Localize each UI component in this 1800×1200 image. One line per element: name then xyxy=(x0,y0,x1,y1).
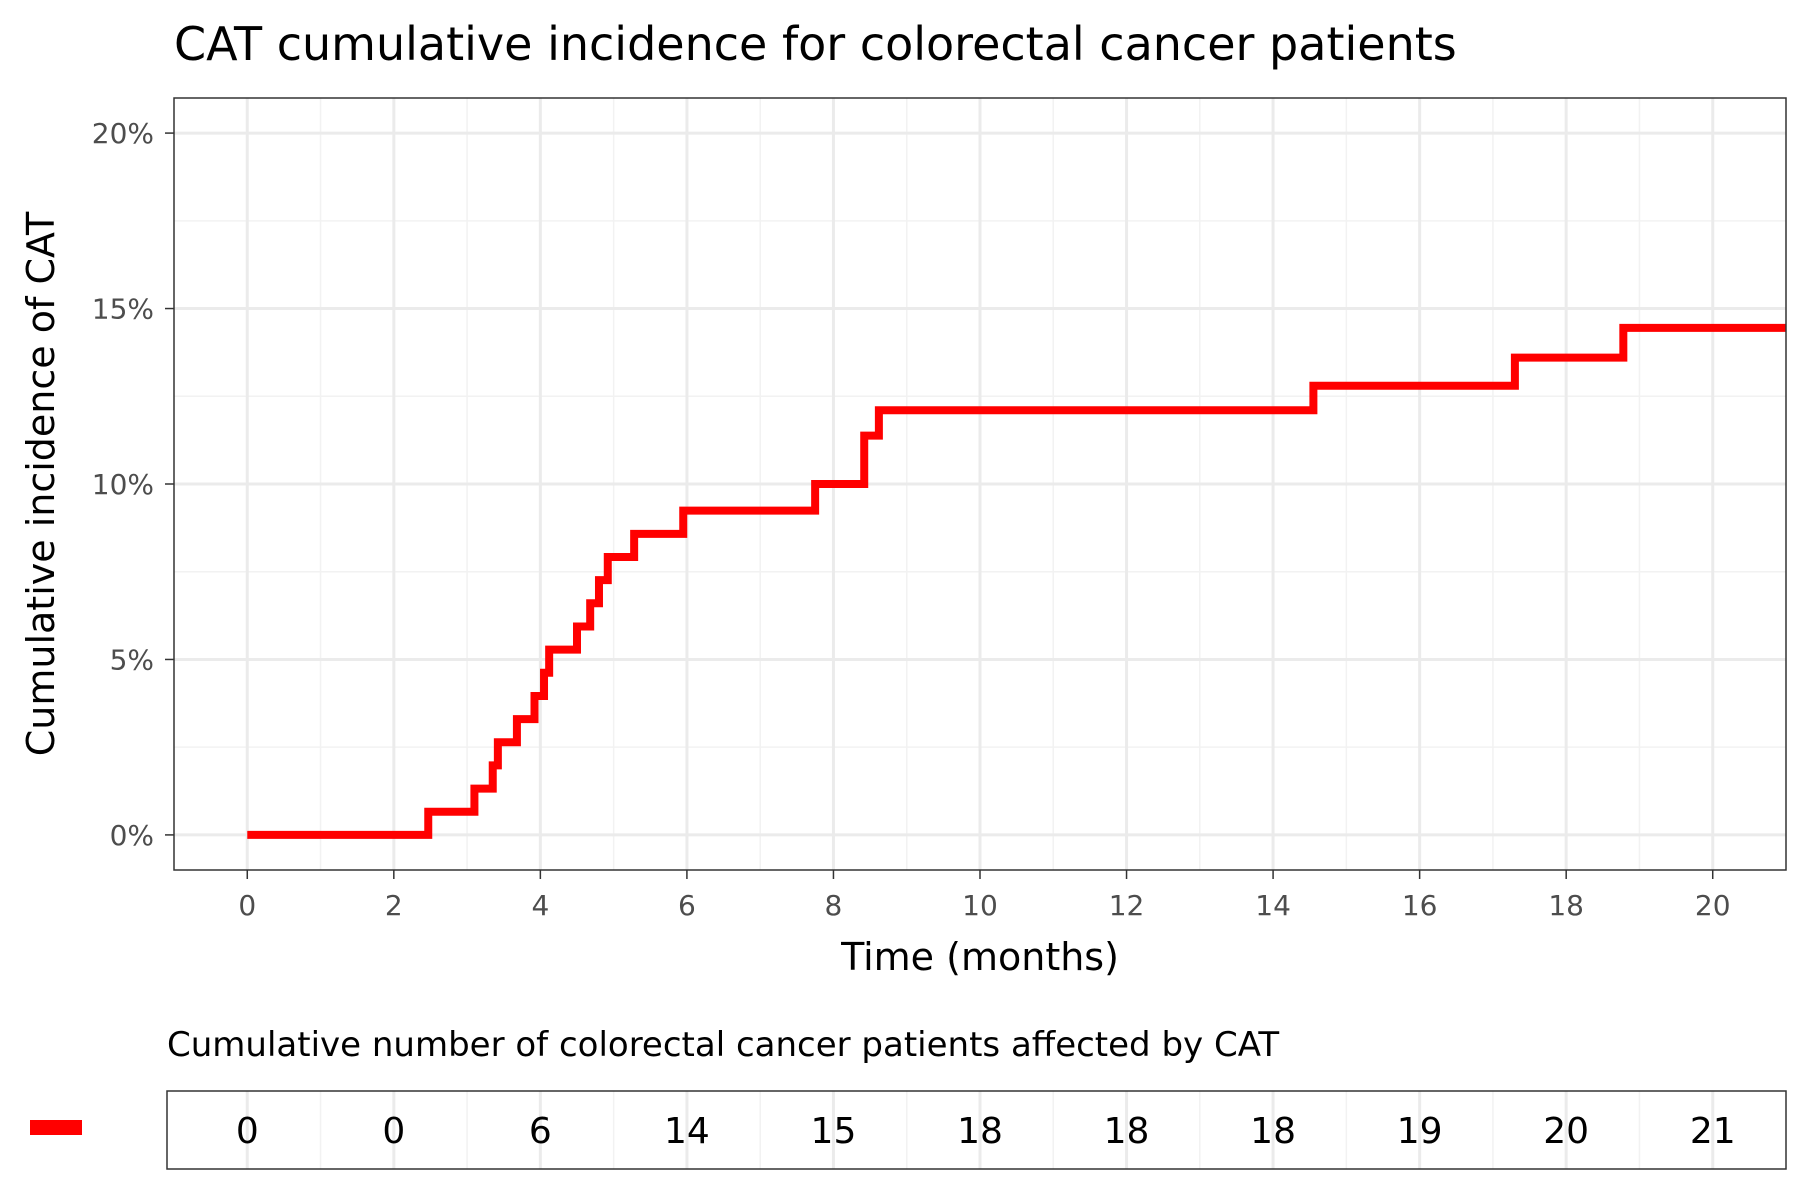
x-tick-label: 18 xyxy=(1548,889,1584,922)
x-tick-label: 6 xyxy=(678,889,696,922)
y-tick-label: 0% xyxy=(110,819,154,852)
risk-table-value: 18 xyxy=(1250,1111,1296,1152)
series-layer xyxy=(247,323,1786,839)
risk-table-value: 6 xyxy=(529,1111,552,1152)
risk-table-value: 14 xyxy=(664,1111,710,1152)
x-axis: 0 2 4 6 8 10 12 14 16 18 20 xyxy=(238,870,1731,922)
x-tick-label: 2 xyxy=(385,889,403,922)
y-tick-label: 20% xyxy=(92,117,154,150)
chart-title: CAT cumulative incidence for colorectal … xyxy=(174,17,1457,71)
y-tick-label: 10% xyxy=(92,468,154,501)
incidence-step-line xyxy=(247,323,1786,839)
risk-table-panel: 0 0 6 14 15 18 18 18 19 20 21 xyxy=(166,1090,1787,1170)
risk-table-value: 18 xyxy=(1104,1111,1150,1152)
plot-panel xyxy=(173,97,1787,871)
x-tick-label: 4 xyxy=(531,889,549,922)
y-tick-label: 5% xyxy=(110,643,154,676)
risk-table-background xyxy=(167,1091,1786,1169)
risk-table-strata-key xyxy=(30,1120,82,1135)
x-axis-title: Time (months) xyxy=(840,935,1119,979)
risk-table-border xyxy=(166,1090,1787,1170)
risk-table-value: 18 xyxy=(957,1111,1003,1152)
risk-table-value: 0 xyxy=(382,1111,405,1152)
risk-table-grid xyxy=(245,1091,1715,1169)
risk-table-value: 21 xyxy=(1690,1111,1736,1152)
risk-table-value: 15 xyxy=(811,1111,857,1152)
y-axis: 0% 5% 10% 15% 20% xyxy=(92,117,174,852)
risk-table-title: Cumulative number of colorectal cancer p… xyxy=(167,1025,1279,1065)
y-tick-label: 15% xyxy=(92,293,154,326)
x-tick-label: 12 xyxy=(1109,889,1145,922)
x-tick-label: 0 xyxy=(238,889,256,922)
x-tick-label: 16 xyxy=(1402,889,1438,922)
risk-table-value: 19 xyxy=(1397,1111,1443,1152)
risk-table-value: 20 xyxy=(1543,1111,1589,1152)
x-tick-label: 20 xyxy=(1695,889,1731,922)
grid xyxy=(174,98,1786,870)
risk-table-values: 0 0 6 14 15 18 18 18 19 20 21 xyxy=(236,1111,1736,1152)
x-tick-label: 14 xyxy=(1255,889,1291,922)
x-tick-label: 10 xyxy=(962,889,998,922)
y-axis-title: Cumulative incidence of CAT xyxy=(19,211,63,756)
risk-table-value: 0 xyxy=(236,1111,259,1152)
x-tick-label: 8 xyxy=(825,889,843,922)
